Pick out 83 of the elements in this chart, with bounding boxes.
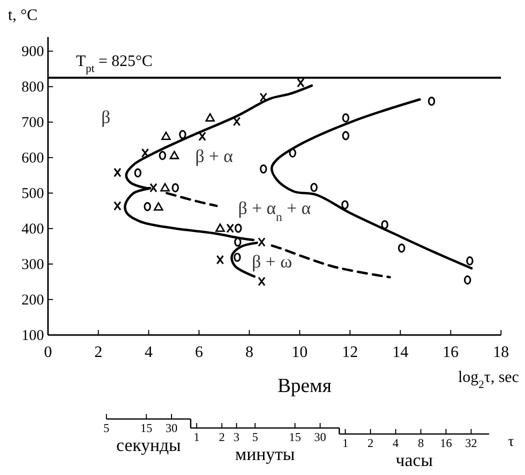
y-axis-title: t, °C	[8, 7, 38, 24]
ref-line-label: T$_{pt}$ = 825°C	[76, 52, 153, 75]
point	[232, 116, 241, 126]
point	[144, 202, 152, 212]
y-tick-label: 700	[22, 115, 44, 132]
category-label: 1	[342, 436, 348, 450]
point	[234, 237, 242, 247]
y-tick-label: 500	[22, 186, 44, 202]
point	[258, 276, 266, 286]
point	[260, 92, 268, 102]
category-label: 32	[465, 436, 478, 450]
x-tick-label: 2	[94, 344, 102, 361]
point	[205, 113, 215, 122]
category-label: 8	[418, 436, 424, 450]
point	[160, 183, 170, 192]
point	[260, 164, 268, 174]
point	[215, 224, 225, 232]
y-tick-label: 600	[22, 150, 44, 167]
text: секунды	[116, 435, 181, 455]
point	[158, 150, 166, 160]
x-tick-label: 0	[44, 344, 52, 361]
point	[134, 168, 142, 178]
point	[114, 168, 122, 178]
point	[234, 224, 242, 233]
x-tick-label: 6	[195, 344, 203, 361]
x-tick-label: 18	[493, 344, 509, 361]
point	[154, 202, 164, 211]
point	[398, 243, 406, 253]
category-label: 30	[165, 421, 178, 435]
category-label: 15	[288, 430, 301, 444]
category-label: 16	[440, 436, 452, 450]
category-label: 30	[314, 430, 326, 444]
point	[234, 252, 241, 262]
category-label: 5	[252, 430, 258, 444]
annotation: β + α	[195, 146, 234, 166]
x-axis-title: log$_{2}$τ, sec	[458, 369, 519, 391]
y-tick-label: 100	[22, 328, 44, 344]
category-label: 3	[234, 430, 240, 444]
point	[296, 78, 304, 88]
x-tick-label: 16	[442, 344, 459, 361]
annotation: β + ω	[252, 252, 292, 272]
point	[198, 132, 206, 142]
category-label: 4	[392, 436, 399, 450]
point	[258, 237, 266, 247]
text: часы	[396, 450, 433, 470]
point	[310, 182, 318, 192]
point	[428, 96, 436, 106]
x-tick-label: 8	[245, 344, 254, 361]
y-tick-label: 200	[22, 292, 44, 309]
annotation: β + α$_{n}$ + α	[238, 198, 312, 224]
y-tick-label: 400	[22, 222, 44, 238]
text: Время	[277, 375, 332, 397]
point	[170, 150, 180, 160]
x-tick-label: 10	[292, 344, 308, 361]
x-tick-label: 14	[392, 344, 408, 361]
point	[179, 130, 186, 140]
point	[342, 131, 350, 140]
annotation: β	[101, 106, 110, 127]
point	[161, 132, 171, 140]
point	[289, 148, 296, 158]
point	[381, 220, 388, 230]
point	[114, 201, 122, 211]
y-tick-label: 300	[22, 257, 44, 274]
category-label: 15	[140, 421, 152, 435]
point	[150, 182, 158, 193]
y-tick-label: 900	[22, 44, 44, 60]
point	[216, 254, 224, 265]
category-label: 2	[218, 430, 225, 444]
x-tick-label: 12	[342, 344, 358, 361]
category-label: 1	[194, 430, 200, 444]
y-tick-label: 800	[22, 80, 44, 96]
text: τ	[508, 434, 514, 450]
point	[341, 200, 349, 210]
point	[172, 183, 179, 192]
point	[141, 148, 149, 158]
text: минуты	[235, 444, 295, 464]
point	[464, 275, 472, 285]
point	[226, 223, 234, 234]
category-label: 5	[103, 421, 110, 435]
point	[342, 113, 350, 122]
point	[466, 256, 474, 266]
category-label: 2	[367, 436, 374, 450]
x-tick-label: 4	[144, 344, 153, 361]
